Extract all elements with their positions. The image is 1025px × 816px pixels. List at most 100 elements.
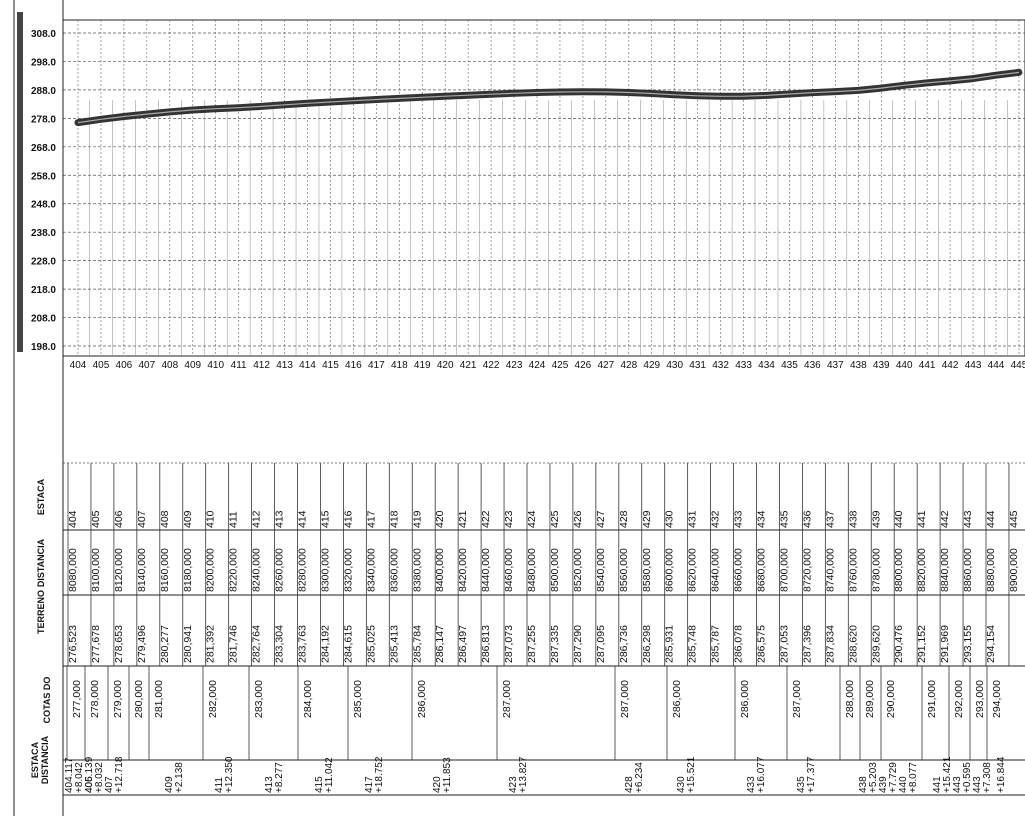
cell-breakpoint: +2.138 — [174, 762, 185, 793]
cell-terreno: 284,192 — [319, 625, 331, 663]
x-tick-label: 406 — [116, 360, 133, 371]
cell-greide: 291,000 — [926, 680, 938, 718]
cell-greide: 287,000 — [619, 680, 631, 718]
cell-breakpoint: +8.042 — [74, 762, 85, 793]
x-tick-label: 424 — [529, 360, 546, 371]
row-label-terreno-2: TERRENO — [36, 590, 46, 634]
y-tick-label: 278.0 — [31, 114, 56, 125]
row-label-bottom-2: DISTANCIA — [40, 735, 50, 784]
x-tick-label: 413 — [276, 360, 293, 371]
x-tick-label: 427 — [598, 360, 615, 371]
x-tick-label: 445 — [1011, 360, 1025, 371]
row-label-distancia: DISTANCIA — [36, 538, 46, 587]
cell-distancia: 8600,000 — [664, 548, 676, 592]
x-tick-label: 428 — [620, 360, 637, 371]
cell-distancia: 8100,000 — [90, 548, 102, 592]
cell-estaca: 408 — [159, 510, 171, 528]
cell-terreno: 280,941 — [182, 625, 194, 663]
cell-terreno: 287,335 — [549, 625, 561, 663]
cell-greide: 282,000 — [207, 680, 219, 718]
cell-greide: 292,000 — [953, 680, 965, 718]
cell-distancia: 8860,000 — [962, 548, 974, 592]
cell-estaca: 412 — [251, 510, 263, 528]
cell-greide: 294,000 — [991, 680, 1003, 718]
cell-distancia: 8500,000 — [549, 548, 561, 592]
row-label-estaca: ESTACA — [36, 478, 46, 515]
cell-breakpoint: 404.117 — [64, 757, 75, 793]
cell-distancia: 8240,000 — [251, 548, 263, 592]
cell-distancia: 8720,000 — [801, 548, 813, 592]
cell-distancia: 8840,000 — [939, 548, 951, 592]
cell-estaca: 419 — [411, 510, 423, 528]
cell-terreno: 286,497 — [457, 625, 469, 663]
cell-distancia: 8140,000 — [136, 548, 148, 592]
cell-distancia: 8680,000 — [756, 548, 768, 592]
cell-breakpoint: +16.844 — [996, 756, 1007, 793]
cell-breakpoint: +12.718 — [114, 756, 125, 793]
cell-estaca: 407 — [136, 510, 148, 528]
cell-terreno: 278,653 — [113, 625, 125, 663]
cell-terreno: 285,413 — [388, 625, 400, 663]
cell-terreno: 287,290 — [572, 625, 584, 663]
x-tick-label: 416 — [345, 360, 362, 371]
x-tick-label: 415 — [322, 360, 339, 371]
y-tick-label: 268.0 — [31, 143, 56, 154]
cell-terreno: 285,784 — [411, 625, 423, 663]
cell-greide: 287,000 — [501, 680, 513, 718]
y-tick-label: 238.0 — [31, 228, 56, 239]
x-tick-label: 429 — [643, 360, 660, 371]
cell-estaca: 415 — [319, 510, 331, 528]
cell-greide: 288,000 — [844, 680, 856, 718]
cell-distancia: 8740,000 — [824, 548, 836, 592]
cell-terreno: 287,834 — [824, 625, 836, 663]
cell-greide: 286,000 — [671, 680, 683, 718]
cell-terreno: 291,152 — [916, 625, 928, 663]
cell-estaca: 428 — [618, 510, 630, 528]
cell-breakpoint: 438 — [858, 776, 869, 793]
cell-terreno: 287,396 — [801, 625, 813, 663]
y-tick-label: 308.0 — [31, 29, 56, 40]
cell-estaca: 406 — [113, 510, 125, 528]
cell-estaca: 444 — [985, 510, 997, 528]
scale-bar — [17, 12, 23, 352]
cell-terreno: 287,255 — [526, 625, 538, 663]
cell-distancia: 8880,000 — [985, 548, 997, 592]
y-tick-label: 248.0 — [31, 200, 56, 211]
cell-distancia: 8900,000 — [1008, 548, 1020, 592]
cell-terreno: 288,620 — [847, 625, 859, 663]
cell-estaca: 417 — [365, 510, 377, 528]
cell-breakpoint: 423 — [508, 776, 519, 793]
y-tick-label: 198.0 — [31, 342, 56, 353]
x-tick-label: 414 — [299, 360, 316, 371]
x-tick-label: 417 — [368, 360, 385, 371]
x-tick-label: 433 — [735, 360, 752, 371]
cell-distancia: 8380,000 — [411, 548, 423, 592]
x-tick-label: 411 — [231, 360, 247, 371]
cell-breakpoint: +11.042 — [324, 757, 335, 793]
cell-estaca: 431 — [687, 510, 699, 528]
cell-greide: 283,000 — [253, 680, 265, 718]
cell-breakpoint: 409 — [164, 776, 175, 793]
cell-estaca: 416 — [342, 510, 354, 528]
cell-distancia: 8440,000 — [480, 548, 492, 592]
cell-greide: 278,000 — [89, 680, 101, 718]
x-tick-label: 408 — [161, 360, 178, 371]
cell-terreno: 287,053 — [778, 625, 790, 663]
cell-estaca: 404 — [67, 510, 79, 528]
x-tick-label: 423 — [506, 360, 523, 371]
x-tick-label: 422 — [483, 360, 500, 371]
cell-terreno: 286,147 — [434, 625, 446, 663]
x-tick-label: 409 — [184, 360, 201, 371]
cell-estaca: 441 — [916, 510, 928, 528]
cell-greide: 287,000 — [791, 680, 803, 718]
cell-distancia: 8780,000 — [870, 548, 882, 592]
cell-terreno: 289,620 — [870, 625, 882, 663]
cell-estaca: 409 — [182, 510, 194, 528]
cell-breakpoint: +0.595 — [962, 762, 973, 793]
cell-estaca: 425 — [549, 510, 561, 528]
cell-breakpoint: +17.377 — [806, 756, 817, 793]
cell-distancia: 8220,000 — [228, 548, 240, 592]
x-tick-label: 407 — [139, 360, 156, 371]
cell-greide: 281,000 — [153, 680, 165, 718]
